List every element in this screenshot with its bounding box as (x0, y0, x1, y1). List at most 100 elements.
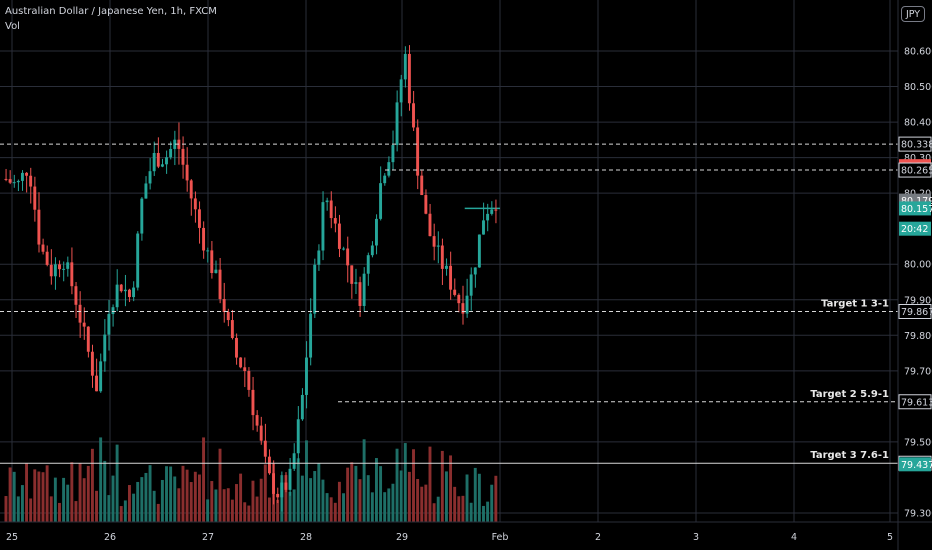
target-labels: Target 1 3-1 Target 2 5.9-1 Target 3 7.6-1 (810, 298, 889, 461)
price-axis: 80.60080.50080.40080.30080.20080.00079.9… (904, 47, 932, 520)
volume-bar (189, 482, 193, 522)
candle-body (45, 251, 49, 265)
candle-body (160, 164, 164, 167)
target-label: Target 3 7.6-1 (810, 450, 889, 461)
candle-body (350, 265, 354, 284)
candlesticks (4, 45, 498, 512)
price-label-text: 80.338 (901, 140, 932, 151)
volume-bar (337, 481, 341, 522)
price-tick-label: 79.300 (904, 509, 932, 520)
candle-body (387, 162, 391, 176)
price-label: 79.437 (899, 457, 932, 472)
candle-body (366, 255, 370, 274)
volume-bar (292, 489, 296, 522)
volume-bar (123, 500, 127, 522)
volume-bar (119, 506, 123, 522)
candle-body (136, 233, 140, 288)
candle-body (490, 209, 494, 214)
candle-body (403, 53, 407, 80)
volume-bar (407, 471, 411, 522)
candle-body (128, 289, 131, 298)
candle-body (263, 440, 267, 457)
target-label: Target 1 3-1 (821, 298, 889, 309)
candle-body (148, 171, 152, 184)
candle-body (16, 180, 20, 183)
candle-body (412, 103, 415, 128)
volume-bar (379, 466, 383, 522)
candle-body (453, 289, 457, 295)
volume-bar (4, 496, 8, 522)
candle-body (214, 269, 218, 274)
candle-body (90, 351, 94, 376)
volume-bar (449, 455, 453, 522)
volume-bar (494, 475, 498, 522)
price-tick-label: 80.000 (904, 260, 932, 271)
price-label-text: 79.867 (901, 307, 932, 318)
volume-bar (243, 502, 247, 522)
candle-body (33, 186, 37, 210)
volume-bar (288, 491, 292, 522)
volume-bar (444, 471, 448, 522)
volume-indicator-label[interactable]: Vol (5, 21, 20, 32)
candle-body (206, 250, 210, 252)
volume-bar (41, 472, 45, 522)
volume-bar (66, 484, 70, 522)
candle-body (329, 200, 333, 219)
candle-body (144, 183, 148, 199)
volume-bar (218, 448, 222, 522)
time-tick-label: Feb (492, 532, 509, 543)
volume-bar (115, 444, 119, 522)
candle-body (457, 294, 461, 304)
currency-button[interactable]: JPY (901, 6, 925, 22)
volume-bar (37, 471, 41, 522)
volume-bar (370, 492, 374, 522)
candle-body (362, 273, 366, 306)
volume-bar (387, 488, 391, 522)
price-label: 79.613 (898, 394, 932, 410)
volume-bar (74, 501, 78, 522)
volume-bar (16, 496, 20, 522)
volume-bar (342, 493, 345, 522)
candle-body (193, 198, 197, 210)
volume-bar (362, 439, 366, 522)
volume-bar (140, 477, 144, 522)
volume-bar (317, 463, 321, 522)
price-label-bg (898, 303, 932, 319)
price-tick-label: 79.900 (904, 295, 932, 306)
volume-bar (169, 466, 173, 522)
candle-body (333, 218, 337, 224)
candle-body (375, 218, 378, 246)
candle-body (494, 209, 498, 211)
candle-body (424, 195, 428, 214)
volume-bar (62, 477, 66, 522)
time-tick-label: 4 (791, 532, 797, 543)
candle-body (86, 326, 90, 352)
candle-body (321, 202, 325, 251)
candle-body (243, 367, 247, 372)
candle-body (103, 334, 107, 362)
price-tick-label: 79.500 (904, 437, 932, 448)
volume-bar (399, 470, 403, 522)
candle-body (440, 245, 444, 269)
candle-body (383, 175, 387, 184)
volume-bar (432, 503, 436, 522)
candle-body (407, 53, 411, 104)
candle-body (296, 419, 300, 454)
price-label-text: 80.157 (901, 204, 932, 215)
candle-body (222, 299, 226, 312)
volume-bar (424, 484, 428, 522)
price-tick-label: 80.600 (904, 47, 932, 58)
volume-bar (296, 458, 300, 522)
time-tick-label: 3 (693, 532, 699, 543)
candle-body (309, 313, 313, 358)
candle-body (477, 234, 481, 268)
candle-body (132, 287, 136, 298)
candle-body (247, 371, 251, 390)
volume-bar (255, 496, 259, 522)
candle-body (251, 389, 255, 416)
candle-body (12, 182, 16, 184)
volume-bar (230, 499, 234, 522)
candle-body (99, 361, 103, 392)
volume-bar (416, 478, 420, 522)
